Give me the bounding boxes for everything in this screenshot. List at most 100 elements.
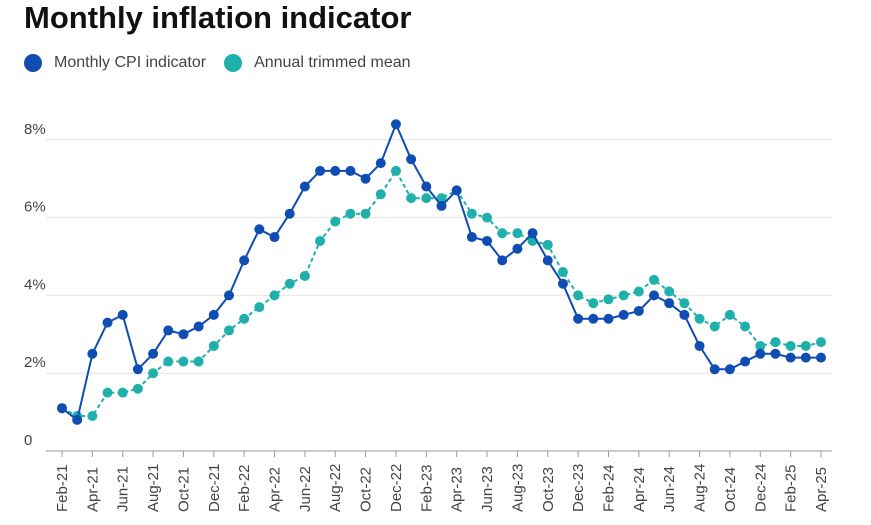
data-point-trimmed-mean — [132, 383, 143, 394]
x-tick-label: Dec-22 — [388, 464, 405, 512]
data-point-monthly-cpi — [709, 364, 720, 375]
series-line-monthly-cpi — [61, 123, 821, 421]
x-tick-label: Aug-22 — [327, 464, 344, 512]
legend-label-monthly-cpi: Monthly CPI indicator — [54, 54, 207, 71]
data-point-trimmed-mean — [436, 193, 447, 204]
x-tick-label: Jun-24 — [661, 466, 678, 512]
series-line-trimmed-mean — [61, 169, 822, 417]
data-point-trimmed-mean — [148, 368, 159, 379]
data-point-trimmed-mean — [284, 278, 295, 289]
data-point-monthly-cpi — [512, 243, 523, 254]
data-point-monthly-cpi — [694, 340, 705, 351]
x-tick-label: Jun-22 — [297, 466, 314, 512]
data-point-trimmed-mean — [269, 290, 280, 301]
x-tick-label: Dec-21 — [206, 464, 223, 512]
data-point-monthly-cpi — [330, 165, 341, 176]
data-point-monthly-cpi — [117, 309, 128, 320]
data-point-trimmed-mean — [664, 286, 675, 297]
data-point-monthly-cpi — [497, 255, 508, 266]
y-tick-label: 6% — [24, 199, 46, 216]
data-point-monthly-cpi — [573, 313, 584, 324]
data-point-monthly-cpi — [193, 321, 204, 332]
data-point-monthly-cpi — [254, 224, 265, 235]
data-point-monthly-cpi — [542, 255, 553, 266]
data-point-monthly-cpi — [178, 329, 189, 340]
x-tick-label: Feb-25 — [783, 464, 800, 512]
legend-dot-trimmed-mean — [224, 54, 243, 72]
data-point-monthly-cpi — [421, 181, 432, 192]
x-tick-label: Feb-24 — [600, 464, 617, 512]
y-axis-ticks: 0 2% 4% 6% 8% — [24, 121, 46, 449]
x-tick-label: Feb-21 — [54, 464, 71, 512]
data-point-monthly-cpi — [482, 235, 493, 246]
x-tick-label: Aug-23 — [509, 464, 526, 512]
data-point-trimmed-mean — [618, 290, 629, 301]
data-point-monthly-cpi — [451, 185, 462, 196]
data-point-trimmed-mean — [87, 410, 98, 421]
data-point-monthly-cpi — [239, 255, 250, 266]
data-point-monthly-cpi — [679, 309, 690, 320]
data-point-trimmed-mean — [800, 340, 811, 351]
data-point-monthly-cpi — [527, 228, 538, 239]
x-tick-label: Feb-22 — [236, 464, 253, 512]
data-point-trimmed-mean — [557, 267, 568, 278]
y-tick-label: 4% — [24, 276, 46, 293]
x-tick-label: Apr-23 — [449, 467, 466, 512]
data-point-monthly-cpi — [724, 364, 735, 375]
x-axis-ticks: Feb-21 Apr-21 Jun-21 Aug-21 Oct-21 Dec-21 Feb-… — [54, 451, 830, 512]
data-point-monthly-cpi — [390, 119, 401, 130]
data-point-monthly-cpi — [102, 317, 113, 328]
data-point-trimmed-mean — [770, 337, 781, 348]
data-point-trimmed-mean — [466, 208, 477, 219]
legend-dot-monthly-cpi — [24, 54, 42, 72]
x-tick-label: Oct-22 — [358, 467, 375, 512]
data-point-monthly-cpi — [800, 352, 811, 363]
series-group — [57, 119, 826, 425]
data-point-trimmed-mean — [239, 313, 250, 324]
x-tick-label: Apr-24 — [631, 467, 648, 512]
x-tick-label: Oct-23 — [540, 467, 557, 512]
data-point-monthly-cpi — [87, 348, 98, 359]
data-point-trimmed-mean — [785, 340, 796, 351]
y-tick-label: 0 — [24, 432, 32, 449]
data-point-trimmed-mean — [633, 286, 644, 297]
data-point-monthly-cpi — [406, 154, 417, 165]
data-point-trimmed-mean — [724, 309, 735, 320]
x-tick-label: Oct-21 — [175, 467, 192, 512]
data-point-monthly-cpi — [755, 348, 766, 359]
data-point-trimmed-mean — [542, 239, 553, 250]
data-point-monthly-cpi — [208, 309, 219, 320]
data-point-trimmed-mean — [390, 165, 401, 176]
data-point-monthly-cpi — [299, 181, 310, 192]
y-tick-label: 2% — [24, 354, 46, 371]
data-point-trimmed-mean — [102, 387, 113, 398]
data-point-trimmed-mean — [330, 216, 341, 227]
data-point-trimmed-mean — [694, 313, 705, 324]
chart-title: Monthly inflation indicator — [24, 0, 412, 35]
data-point-monthly-cpi — [603, 313, 614, 324]
data-point-monthly-cpi — [360, 173, 371, 184]
data-point-monthly-cpi — [375, 158, 386, 169]
data-point-monthly-cpi — [664, 298, 675, 309]
data-point-trimmed-mean — [375, 189, 386, 200]
data-point-monthly-cpi — [770, 348, 781, 359]
data-point-trimmed-mean — [740, 321, 751, 332]
data-point-monthly-cpi — [785, 352, 796, 363]
data-point-trimmed-mean — [254, 302, 265, 313]
data-point-monthly-cpi — [740, 356, 751, 367]
x-tick-label: Apr-25 — [813, 467, 830, 512]
data-point-monthly-cpi — [557, 278, 568, 289]
data-point-monthly-cpi — [223, 290, 234, 301]
data-point-trimmed-mean — [208, 340, 219, 351]
data-point-trimmed-mean — [163, 356, 174, 367]
data-point-trimmed-mean — [603, 294, 614, 305]
data-point-trimmed-mean — [421, 193, 432, 204]
legend-item-trimmed-mean: Annual trimmed mean — [224, 54, 411, 72]
data-point-monthly-cpi — [148, 348, 159, 359]
x-tick-label: Dec-24 — [752, 464, 769, 512]
x-tick-label: Apr-22 — [267, 467, 284, 512]
data-point-trimmed-mean — [709, 321, 720, 332]
data-point-trimmed-mean — [649, 274, 660, 285]
legend-label-trimmed-mean: Annual trimmed mean — [254, 54, 411, 71]
data-point-trimmed-mean — [193, 356, 204, 367]
